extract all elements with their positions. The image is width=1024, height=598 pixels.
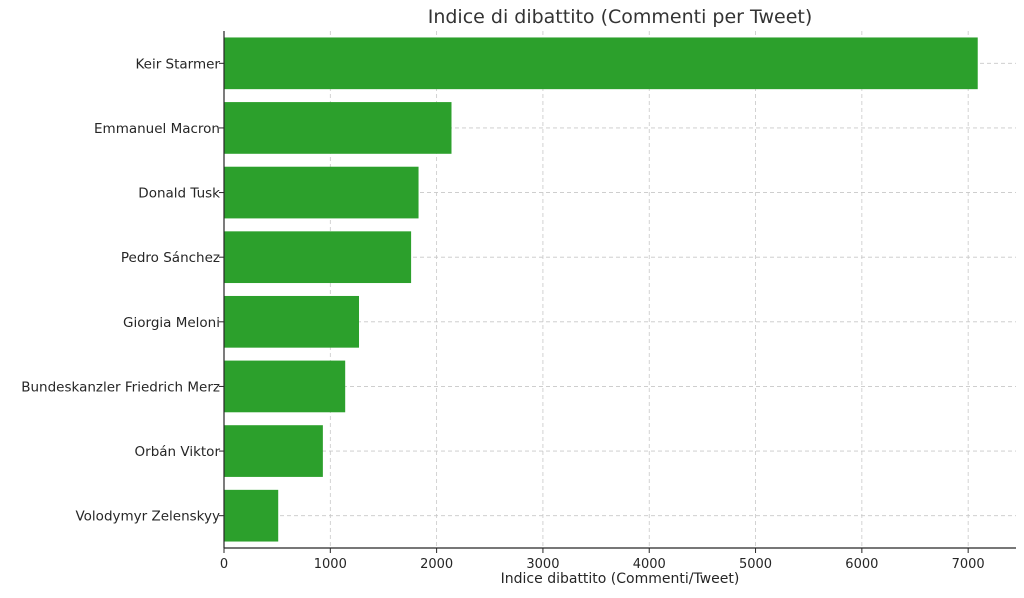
bar-6 [224, 360, 346, 413]
bars-layer [224, 37, 978, 542]
x-tick-label: 6000 [845, 557, 878, 572]
chart-title: Indice di dibattito (Commenti per Tweet) [428, 6, 813, 28]
axes-layer [219, 31, 1016, 553]
bar-1 [224, 37, 978, 90]
bar-3 [224, 166, 419, 219]
category-label: Donald Tusk [138, 186, 220, 202]
category-label: Pedro Sánchez [121, 250, 220, 266]
category-label: Bundeskanzler Friedrich Merz [21, 379, 220, 395]
category-label: Emmanuel Macron [94, 121, 220, 137]
bar-4 [224, 231, 412, 284]
x-tick-label: 5000 [739, 557, 772, 572]
bar-8 [224, 489, 279, 542]
x-tick-label: 0 [220, 557, 228, 572]
bar-7 [224, 425, 323, 477]
bar-5 [224, 295, 360, 348]
x-tick-label: 4000 [633, 557, 666, 572]
category-label: Volodymyr Zelenskyy [75, 509, 220, 525]
labels-layer: 0 1000 2000 3000 4000 5000 6000 7000 Keir Starme… [21, 56, 985, 572]
x-axis-label: Indice dibattito (Commenti/Tweet) [501, 571, 740, 587]
x-tick-label: 2000 [420, 557, 453, 572]
x-tick-label: 1000 [314, 557, 347, 572]
bar-2 [224, 102, 452, 154]
category-label: Keir Starmer [135, 56, 220, 72]
x-tick-label: 3000 [526, 557, 559, 572]
x-tick-label: 7000 [952, 557, 985, 572]
category-label: Orbán Viktor [135, 444, 221, 460]
category-label: Giorgia Meloni [123, 315, 220, 331]
